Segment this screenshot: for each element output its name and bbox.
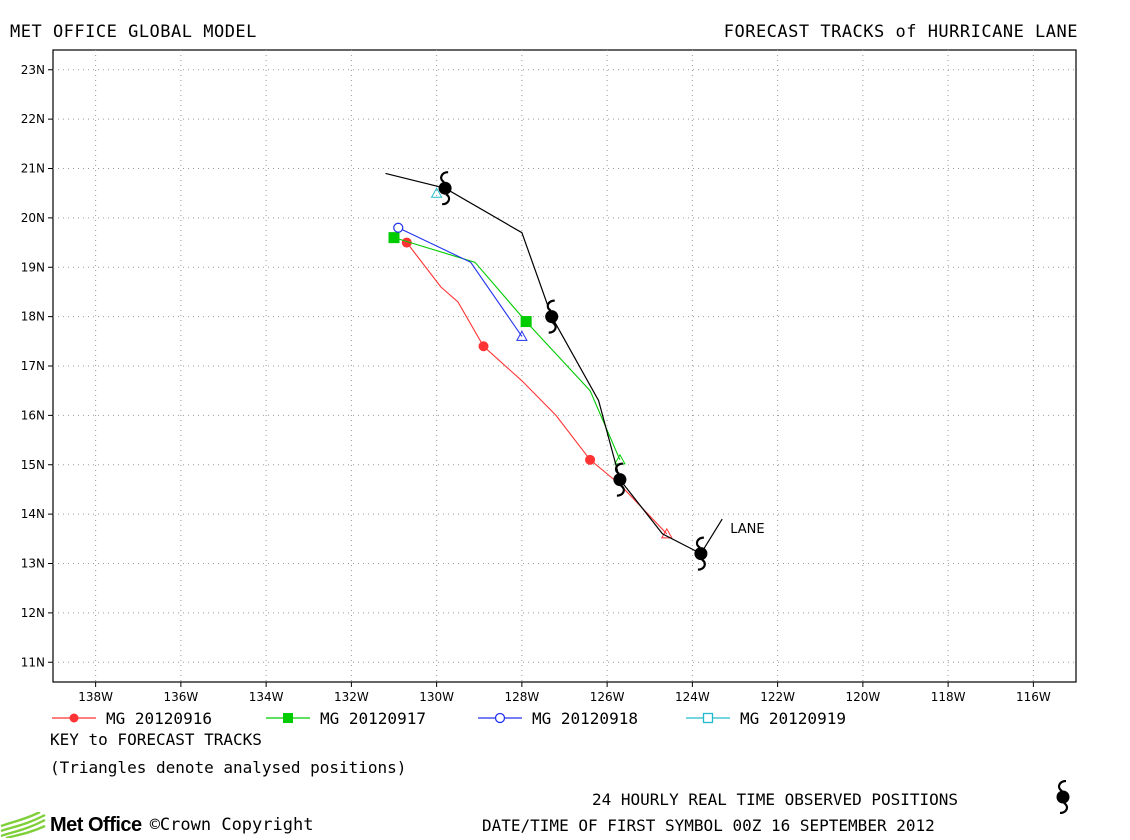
hurricane-arm: [441, 193, 451, 206]
marker-mg-20120917: [520, 316, 532, 328]
hurricane-eye: [694, 547, 708, 561]
lat-tick-label: 13N: [21, 557, 45, 571]
legend-label-mg-20120918: MG 20120918: [532, 708, 638, 728]
lon-tick-label: 138W: [78, 690, 113, 704]
hurricane-arm: [695, 536, 705, 549]
lon-tick-label: 126W: [590, 690, 625, 704]
lat-tick-label: 15N: [21, 458, 45, 472]
lat-tick-label: 18N: [21, 310, 45, 324]
lon-tick-label: 134W: [249, 690, 284, 704]
legend-item-mg-20120917: MG 20120917: [264, 708, 426, 728]
lon-tick-label: 136W: [163, 690, 198, 704]
lat-tick-label: 14N: [21, 507, 45, 521]
hurricane-symbol-icon: [438, 171, 452, 206]
marker-mg-20120916: [401, 237, 412, 248]
lat-tick-label: 22N: [21, 112, 45, 126]
copyright-notice: ©Crown Copyright: [149, 815, 314, 835]
lat-tick-label: 16N: [21, 408, 45, 422]
title-right: FORECAST TRACKS of HURRICANE LANE: [723, 22, 1078, 42]
analysed-position-mg-20120918: [516, 330, 528, 341]
lon-tick-label: 132W: [334, 690, 369, 704]
legend-item-mg-20120919: MG 20120919: [684, 708, 846, 728]
hurricane-symbol-icon: [1056, 780, 1070, 814]
hurricane-eye: [545, 310, 559, 324]
observed-track: [385, 172, 723, 555]
hurricane-symbol-icon: [613, 462, 627, 497]
hurricane-arm: [548, 321, 557, 334]
legend-swatch-red-circle: [52, 713, 96, 723]
hurricane-arm: [440, 171, 449, 184]
lon-tick-label: 116W: [1016, 690, 1051, 704]
analysed-position-mg-20120916: [660, 527, 673, 539]
hurricane-symbol-icon: [545, 299, 559, 334]
legend-swatch-green-square: [266, 713, 310, 723]
marker-mg-20120916: [478, 341, 489, 352]
lat-tick-label: 21N: [21, 162, 45, 176]
lat-tick-label: 11N: [21, 655, 45, 669]
marker-mg-20120916: [585, 454, 596, 465]
track-mg-20120916: [406, 242, 668, 535]
storm-name-label: LANE: [730, 522, 764, 537]
hurricane-arm: [697, 558, 706, 571]
analysed-position-mg-20120919: [430, 187, 443, 198]
lon-tick-label: 118W: [931, 690, 966, 704]
hurricane-symbol-icon: [694, 536, 708, 571]
lat-tick-label: 23N: [21, 63, 45, 77]
title-left: MET OFFICE GLOBAL MODEL: [10, 22, 257, 42]
lat-tick-label: 20N: [21, 211, 45, 225]
met-office-logo-icon: [0, 812, 46, 838]
marker-mg-20120917: [388, 232, 400, 244]
lon-tick-label: 122W: [760, 690, 795, 704]
hurricane-arm: [546, 299, 555, 312]
hurricane-eye: [438, 181, 452, 195]
legend-item-mg-20120918: MG 20120918: [476, 708, 638, 728]
brand-name: Met Office: [50, 813, 142, 836]
lat-tick-label: 12N: [21, 606, 45, 620]
marker-mg-20120918: [393, 222, 404, 233]
lon-tick-label: 120W: [845, 690, 880, 704]
lat-tick-label: 19N: [21, 260, 45, 274]
legend-label-mg-20120916: MG 20120916: [106, 708, 212, 728]
legend-item-mg-20120916: MG 20120916: [50, 708, 212, 728]
key-note: (Triangles denote analysed positions): [50, 758, 407, 777]
track-mg-20120918: [398, 227, 523, 337]
hurricane-eye: [613, 473, 627, 487]
key-title: KEY to FORECAST TRACKS: [50, 730, 262, 749]
lon-tick-label: 124W: [675, 690, 710, 704]
hurricane-arm: [614, 462, 624, 475]
legend-swatch-blue-open-circle: [478, 712, 522, 724]
legend-label-mg-20120917: MG 20120917: [320, 708, 426, 728]
first-symbol-datetime: DATE/TIME OF FIRST SYMBOL 00Z 16 SEPTEMB…: [482, 816, 935, 835]
hurricane-arm: [616, 484, 625, 497]
lat-tick-label: 17N: [21, 359, 45, 373]
legend-swatch-cyan-open-square: [686, 712, 730, 724]
met-office-brand: Met Office ©Crown Copyright: [0, 812, 313, 838]
legend-label-mg-20120919: MG 20120919: [740, 708, 846, 728]
lon-tick-label: 130W: [419, 690, 454, 704]
observed-positions-label: 24 HOURLY REAL TIME OBSERVED POSITIONS: [592, 790, 959, 809]
map-frame: [52, 49, 1077, 683]
lon-tick-label: 128W: [504, 690, 539, 704]
